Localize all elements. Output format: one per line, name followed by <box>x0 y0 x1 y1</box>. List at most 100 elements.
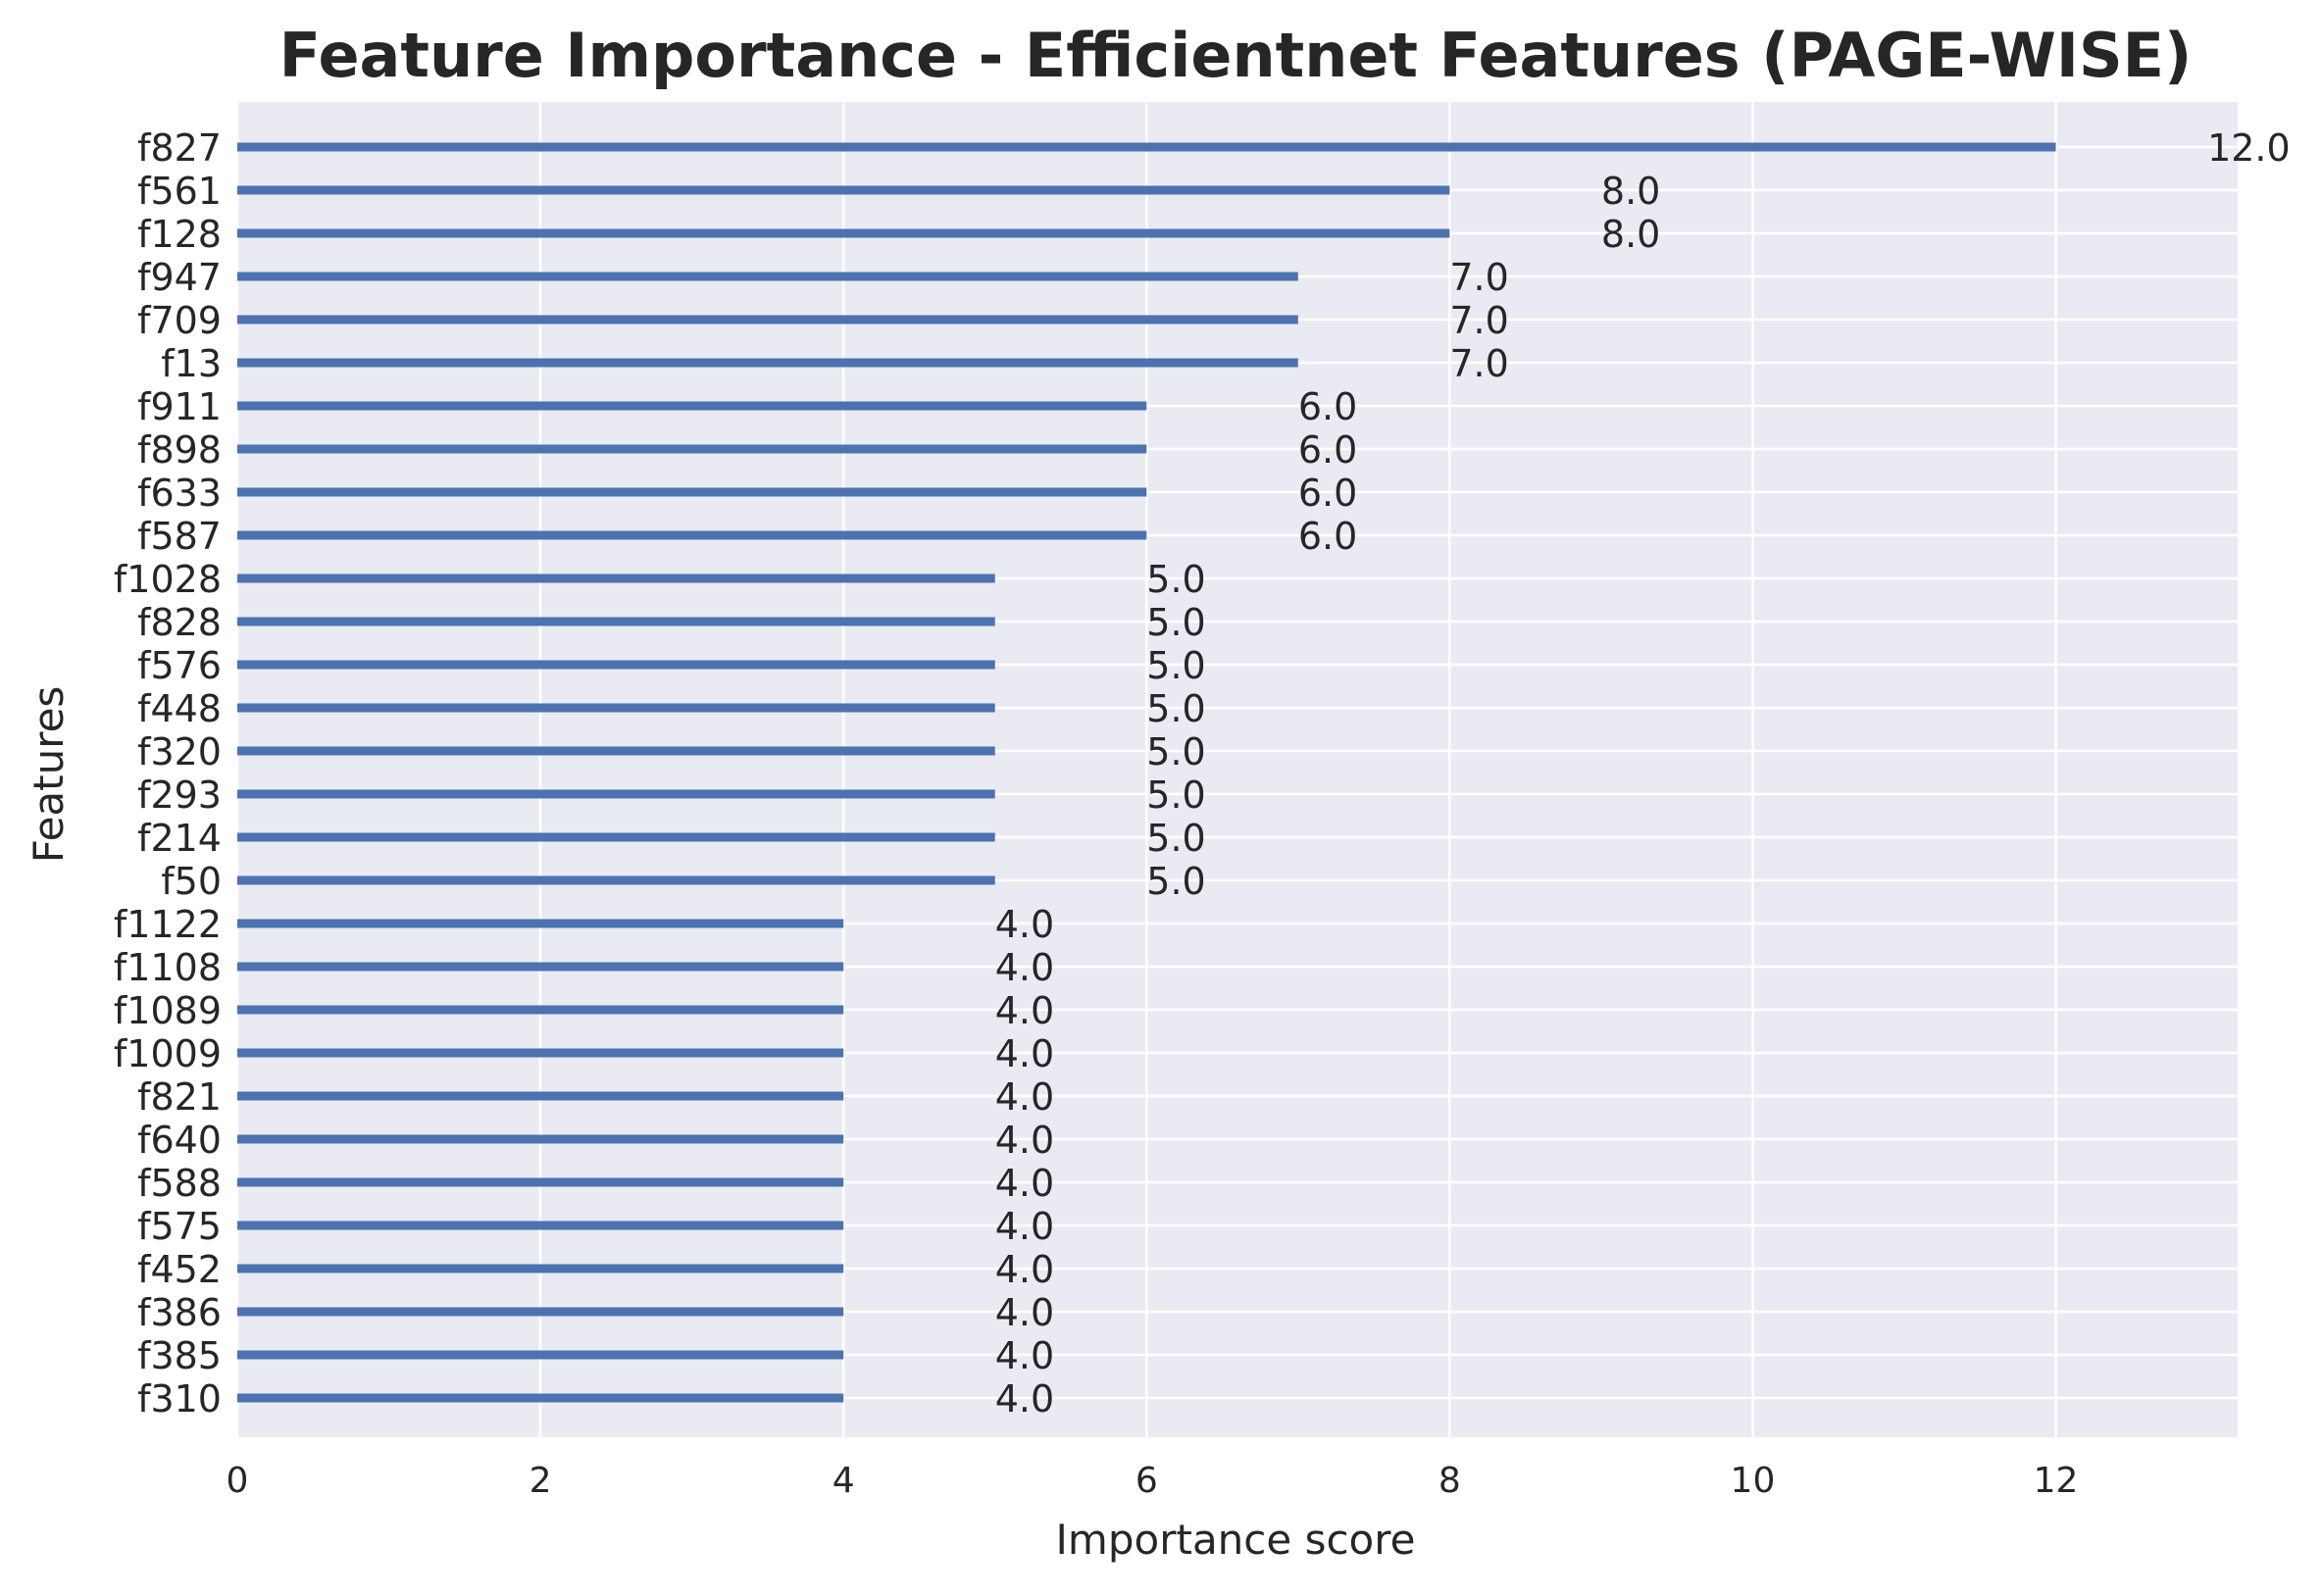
y-tick-label-f1122: f1122 <box>114 903 222 946</box>
x-tick-label-4: 4 <box>833 1461 855 1501</box>
bar-f588 <box>237 1177 844 1187</box>
data-label-f13: 7.0 <box>1449 342 1508 385</box>
x-tick-label-8: 8 <box>1438 1461 1461 1501</box>
y-tick-label-f448: f448 <box>137 687 222 730</box>
y-tick-label-f1009: f1009 <box>114 1032 222 1075</box>
y-tick-label-f1089: f1089 <box>114 989 222 1032</box>
x-tick-label-6: 6 <box>1135 1461 1158 1501</box>
bar-f633 <box>237 487 1147 497</box>
bar-f1009 <box>237 1048 844 1058</box>
y-axis-label: Features <box>25 686 73 864</box>
y-tick-label-f587: f587 <box>137 515 222 558</box>
bar-f587 <box>237 530 1147 540</box>
y-tick-label-f214: f214 <box>137 817 222 860</box>
data-label-f633: 6.0 <box>1298 472 1357 515</box>
y-tick-label-f911: f911 <box>137 385 222 428</box>
bar-f293 <box>237 789 995 799</box>
bar-f320 <box>237 746 995 756</box>
data-label-f293: 5.0 <box>1146 773 1205 817</box>
data-label-f576: 5.0 <box>1146 644 1205 687</box>
data-labels: 12.08.08.07.07.07.06.06.06.06.05.05.05.0… <box>995 126 2291 1421</box>
data-label-f709: 7.0 <box>1449 299 1508 342</box>
y-tick-label-f827: f827 <box>137 126 222 170</box>
bar-f911 <box>237 401 1147 411</box>
data-label-f947: 7.0 <box>1449 256 1508 299</box>
data-label-f1108: 4.0 <box>995 946 1054 989</box>
y-tick-label-f1108: f1108 <box>114 946 222 989</box>
y-tick-label-f320: f320 <box>137 730 222 773</box>
x-tick-labels: 0 2 4 6 8 10 12 <box>227 1461 2079 1501</box>
data-label-f821: 4.0 <box>995 1075 1054 1119</box>
bar-f827 <box>237 142 2056 152</box>
x-tick-label-2: 2 <box>530 1461 552 1501</box>
y-tick-label-f633: f633 <box>137 472 222 515</box>
bar-f1108 <box>237 962 844 972</box>
bar-f1122 <box>237 919 844 928</box>
data-label-f898: 6.0 <box>1298 428 1357 472</box>
bar-f128 <box>237 228 1450 238</box>
y-tick-label-f898: f898 <box>137 428 222 472</box>
data-label-f452: 4.0 <box>995 1248 1054 1291</box>
data-label-f1028: 5.0 <box>1146 558 1205 601</box>
y-tick-label-f1028: f1028 <box>114 558 222 601</box>
bar-f50 <box>237 875 995 885</box>
y-tick-label-f709: f709 <box>137 299 222 342</box>
plot-area <box>237 102 2238 1437</box>
data-label-f828: 5.0 <box>1146 601 1205 644</box>
y-tick-label-f821: f821 <box>137 1075 222 1119</box>
y-tick-label-f385: f385 <box>137 1334 222 1377</box>
data-label-f310: 4.0 <box>995 1377 1054 1421</box>
y-tick-label-f452: f452 <box>137 1248 222 1291</box>
data-label-f640: 4.0 <box>995 1119 1054 1162</box>
y-tick-label-f576: f576 <box>137 644 222 687</box>
y-tick-label-f561: f561 <box>137 170 222 213</box>
y-tick-label-f947: f947 <box>137 256 222 299</box>
y-tick-label-f128: f128 <box>137 213 222 256</box>
x-axis-label: Importance score <box>1056 1516 1416 1564</box>
bar-f709 <box>237 315 1298 324</box>
bar-f452 <box>237 1264 844 1273</box>
data-label-f561: 8.0 <box>1601 170 1660 213</box>
data-label-f1089: 4.0 <box>995 989 1054 1032</box>
data-label-f448: 5.0 <box>1146 687 1205 730</box>
bar-f828 <box>237 617 995 626</box>
y-tick-label-f386: f386 <box>137 1291 222 1334</box>
x-tick-label-10: 10 <box>1731 1461 1776 1501</box>
y-tick-label-f640: f640 <box>137 1119 222 1162</box>
y-tick-label-f828: f828 <box>137 601 222 644</box>
x-tick-label-12: 12 <box>2034 1461 2079 1501</box>
x-tick-label-0: 0 <box>227 1461 249 1501</box>
bar-f640 <box>237 1134 844 1144</box>
data-label-f386: 4.0 <box>995 1291 1054 1334</box>
data-label-f827: 12.0 <box>2207 126 2291 170</box>
bar-f561 <box>237 185 1450 195</box>
y-tick-label-f575: f575 <box>137 1205 222 1248</box>
bar-f821 <box>237 1091 844 1101</box>
y-tick-label-f310: f310 <box>137 1377 222 1421</box>
bar-f310 <box>237 1393 844 1403</box>
data-label-f320: 5.0 <box>1146 730 1205 773</box>
y-tick-label-f293: f293 <box>137 773 222 817</box>
data-label-f911: 6.0 <box>1298 385 1357 428</box>
bar-f214 <box>237 832 995 842</box>
y-tick-label-f50: f50 <box>161 860 222 903</box>
y-tick-label-f13: f13 <box>161 342 222 385</box>
data-label-f128: 8.0 <box>1601 213 1660 256</box>
bar-f1028 <box>237 574 995 583</box>
data-label-f214: 5.0 <box>1146 817 1205 860</box>
data-label-f385: 4.0 <box>995 1334 1054 1377</box>
bar-f576 <box>237 660 995 670</box>
bar-f947 <box>237 272 1298 281</box>
bar-f1089 <box>237 1005 844 1015</box>
y-tick-label-f588: f588 <box>137 1162 222 1205</box>
data-label-f575: 4.0 <box>995 1205 1054 1248</box>
bars <box>237 142 2056 1403</box>
data-label-f1122: 4.0 <box>995 903 1054 946</box>
bar-f385 <box>237 1350 844 1360</box>
data-label-f587: 6.0 <box>1298 515 1357 558</box>
chart-title: Feature Importance - Efficientnet Featur… <box>279 20 2193 91</box>
bar-f13 <box>237 358 1298 368</box>
bar-f575 <box>237 1221 844 1230</box>
